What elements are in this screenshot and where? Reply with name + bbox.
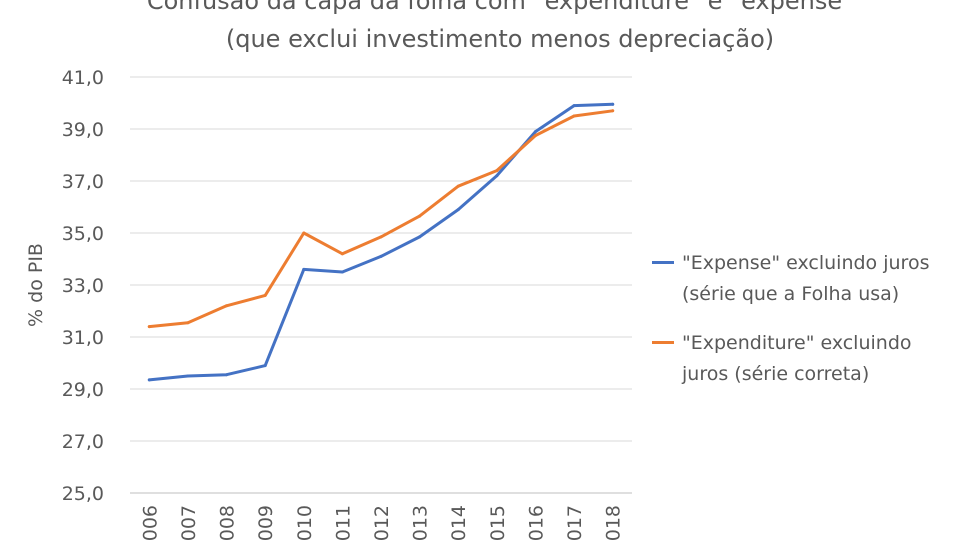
y-tick-label: 41,0 xyxy=(62,67,104,89)
y-tick-label: 29,0 xyxy=(62,379,104,401)
series-line-expense xyxy=(147,102,615,382)
y-axis-tick-labels: 25,0 27,0 29,0 31,0 33,0 35,0 37,0 39,0 41,0 xyxy=(62,67,104,505)
data-point xyxy=(263,293,267,297)
x-tick-label: 2011 xyxy=(332,505,354,540)
x-tick-label: 2012 xyxy=(371,505,393,540)
data-point xyxy=(302,231,306,235)
legend: "Expense" excluindo juros (série que a F… xyxy=(652,248,952,408)
x-tick-label: 2014 xyxy=(448,505,470,540)
chart-title: Confusão da capa da folha com "expenditu… xyxy=(146,0,854,15)
x-tick-label: 2015 xyxy=(487,505,509,540)
data-point xyxy=(147,325,151,329)
series-line-expenditure xyxy=(147,109,615,329)
data-point xyxy=(147,378,151,382)
data-point xyxy=(186,374,190,378)
data-point xyxy=(495,174,499,178)
y-tick-label: 39,0 xyxy=(62,119,104,141)
data-point xyxy=(186,321,190,325)
data-point xyxy=(340,252,344,256)
legend-swatch-expenditure xyxy=(652,341,674,344)
data-point xyxy=(572,104,576,108)
chart-subtitle: (que exclui investimento menos depreciaç… xyxy=(225,25,775,53)
data-point xyxy=(418,214,422,218)
data-point xyxy=(611,102,615,106)
legend-item-expenditure: "Expenditure" excluindo juros (série cor… xyxy=(652,328,952,390)
legend-item-expense: "Expense" excluindo juros (série que a F… xyxy=(652,248,952,310)
series-lines xyxy=(147,102,615,382)
legend-label-expenditure: "Expenditure" excluindo juros (série cor… xyxy=(682,332,912,385)
x-tick-label: 2010 xyxy=(294,505,316,540)
x-tick-label: 2008 xyxy=(217,505,239,540)
x-tick-label: 2009 xyxy=(255,505,277,540)
y-tick-label: 25,0 xyxy=(62,483,104,505)
data-point xyxy=(263,364,267,368)
x-tick-label: 2018 xyxy=(603,505,625,540)
data-point xyxy=(456,184,460,188)
y-tick-label: 37,0 xyxy=(62,171,104,193)
data-point xyxy=(379,254,383,258)
gridlines xyxy=(130,76,632,494)
data-point xyxy=(225,373,229,377)
y-axis-title: % do PIB xyxy=(25,243,47,327)
legend-swatch-expense xyxy=(652,261,674,264)
data-point xyxy=(533,130,537,134)
data-point xyxy=(418,235,422,239)
data-point xyxy=(572,114,576,118)
data-point xyxy=(533,134,537,137)
data-point xyxy=(340,270,344,274)
y-tick-label: 33,0 xyxy=(62,275,104,297)
data-point xyxy=(379,235,383,239)
data-point xyxy=(611,109,615,113)
x-tick-label: 2006 xyxy=(139,505,161,540)
data-point xyxy=(456,208,460,212)
x-axis-tick-labels: 2006 2007 2008 2009 2010 2011 2012 2013 2014 2015… xyxy=(139,505,624,540)
data-point xyxy=(302,267,306,271)
data-point xyxy=(225,304,229,308)
x-tick-label: 2013 xyxy=(410,505,432,540)
y-tick-label: 31,0 xyxy=(62,327,104,349)
data-point xyxy=(495,169,499,173)
y-tick-label: 35,0 xyxy=(62,223,104,245)
y-tick-label: 27,0 xyxy=(62,431,104,453)
legend-label-expense: "Expense" excluindo juros (série que a F… xyxy=(682,252,930,305)
x-tick-label: 2007 xyxy=(178,505,200,540)
x-tick-label: 2017 xyxy=(564,505,586,540)
x-tick-label: 2016 xyxy=(525,505,547,540)
